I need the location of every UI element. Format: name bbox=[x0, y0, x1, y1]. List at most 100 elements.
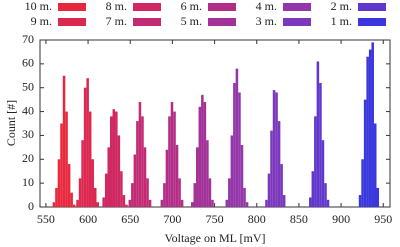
histogram-bar bbox=[201, 94, 204, 207]
legend-swatch bbox=[133, 18, 161, 26]
histogram-bar bbox=[243, 187, 246, 207]
histogram-bar bbox=[228, 178, 231, 207]
histogram-bar bbox=[143, 147, 147, 207]
histogram-bar bbox=[163, 183, 166, 207]
x-tick-label: 900 bbox=[332, 212, 350, 226]
x-tick-label: 650 bbox=[121, 212, 139, 226]
histogram-bar bbox=[316, 61, 320, 207]
histogram-bar bbox=[96, 202, 100, 207]
histogram-bar bbox=[170, 102, 174, 207]
histogram-bar bbox=[146, 178, 149, 207]
histogram-bar bbox=[76, 199, 79, 207]
histogram-bar bbox=[115, 111, 118, 207]
x-tick-label: 850 bbox=[290, 212, 308, 226]
histogram-bar bbox=[376, 187, 380, 207]
histogram-bar bbox=[78, 178, 82, 207]
histogram-bar bbox=[141, 116, 144, 207]
histogram-bar bbox=[314, 116, 317, 207]
histogram-bar bbox=[91, 159, 94, 207]
histogram-bar bbox=[165, 149, 169, 207]
legend-swatch bbox=[283, 3, 311, 11]
histogram-bar bbox=[198, 106, 202, 207]
y-tick-label: 60 bbox=[22, 56, 34, 70]
histogram-bar bbox=[319, 82, 322, 207]
histogram-bar bbox=[107, 147, 110, 207]
y-tick-label: 50 bbox=[22, 79, 34, 93]
histogram-bar bbox=[321, 140, 325, 207]
histogram-bar bbox=[138, 102, 142, 207]
histogram-bar bbox=[110, 116, 113, 207]
legend-swatch bbox=[208, 3, 236, 11]
histogram-bar bbox=[324, 183, 327, 207]
histogram-bar bbox=[175, 144, 179, 207]
histogram-bar bbox=[371, 42, 374, 208]
histogram-bar bbox=[225, 199, 229, 207]
histogram-bar bbox=[168, 116, 171, 207]
legend-label: 7 m. bbox=[106, 14, 127, 28]
histogram-bar bbox=[52, 202, 56, 207]
histogram-bar bbox=[203, 102, 207, 207]
histogram-bar bbox=[55, 187, 58, 207]
histogram-bar bbox=[117, 135, 121, 207]
y-tick-label: 0 bbox=[28, 199, 34, 213]
histogram-bar bbox=[373, 123, 377, 207]
histogram-bar bbox=[81, 140, 84, 207]
histogram-bar bbox=[193, 183, 197, 207]
histogram-bar bbox=[112, 109, 116, 207]
histogram-bar bbox=[208, 178, 212, 207]
histogram-bar bbox=[358, 195, 362, 207]
legend-label: 4 m. bbox=[256, 0, 277, 13]
legend-label: 9 m. bbox=[31, 14, 52, 28]
histogram-bar bbox=[180, 199, 184, 207]
histogram-bar bbox=[265, 199, 268, 207]
histogram-bar bbox=[230, 135, 234, 207]
x-tick-label: 950 bbox=[374, 212, 392, 226]
histogram-bar bbox=[309, 197, 312, 207]
y-tick-label: 20 bbox=[22, 151, 34, 165]
histogram-bar bbox=[72, 204, 76, 207]
legend-swatch bbox=[358, 3, 386, 11]
histogram-bar bbox=[361, 159, 364, 207]
histogram-bar bbox=[120, 171, 123, 207]
histogram-bar bbox=[93, 187, 97, 207]
histogram-bar bbox=[86, 78, 89, 208]
histogram-bar bbox=[235, 68, 239, 207]
histogram-bar bbox=[240, 144, 244, 207]
histogram-bar bbox=[280, 164, 283, 207]
legend-label: 1 m. bbox=[331, 14, 352, 28]
histogram-bar bbox=[83, 87, 87, 207]
legend-label: 3 m. bbox=[256, 14, 277, 28]
histogram-bar bbox=[206, 140, 209, 207]
histogram-bar bbox=[125, 204, 128, 207]
histogram-bar bbox=[62, 75, 66, 208]
histogram-bar bbox=[311, 171, 315, 207]
x-tick-label: 800 bbox=[248, 212, 266, 226]
histogram-bar bbox=[233, 82, 236, 207]
legend-label: 10 m. bbox=[25, 0, 52, 13]
y-tick-label: 70 bbox=[22, 32, 34, 46]
histogram-bar bbox=[88, 111, 92, 207]
legend-swatch bbox=[358, 18, 386, 26]
histogram-bar bbox=[267, 173, 271, 207]
y-tick-label: 10 bbox=[22, 175, 34, 189]
histogram-bar bbox=[128, 199, 132, 207]
histogram-bar bbox=[368, 49, 372, 207]
histogram-bar bbox=[272, 90, 276, 207]
histogram-bar bbox=[148, 199, 152, 207]
histogram-bar bbox=[70, 192, 73, 207]
legend-swatch bbox=[58, 3, 86, 11]
x-axis-label: Voltage on ML [mV] bbox=[165, 231, 266, 245]
histogram-bar bbox=[57, 159, 61, 207]
legend-label: 2 m. bbox=[331, 0, 352, 13]
histogram-bar bbox=[136, 121, 139, 207]
histogram-bar bbox=[282, 195, 286, 207]
x-tick-label: 600 bbox=[79, 212, 97, 226]
legend-label: 5 m. bbox=[181, 14, 202, 28]
histogram-bar bbox=[363, 99, 367, 207]
legend-label: 6 m. bbox=[181, 0, 202, 13]
histogram-bar bbox=[196, 147, 199, 207]
x-tick-label: 700 bbox=[163, 212, 181, 226]
histogram-bar bbox=[190, 202, 194, 207]
histogram-bar bbox=[65, 111, 68, 207]
